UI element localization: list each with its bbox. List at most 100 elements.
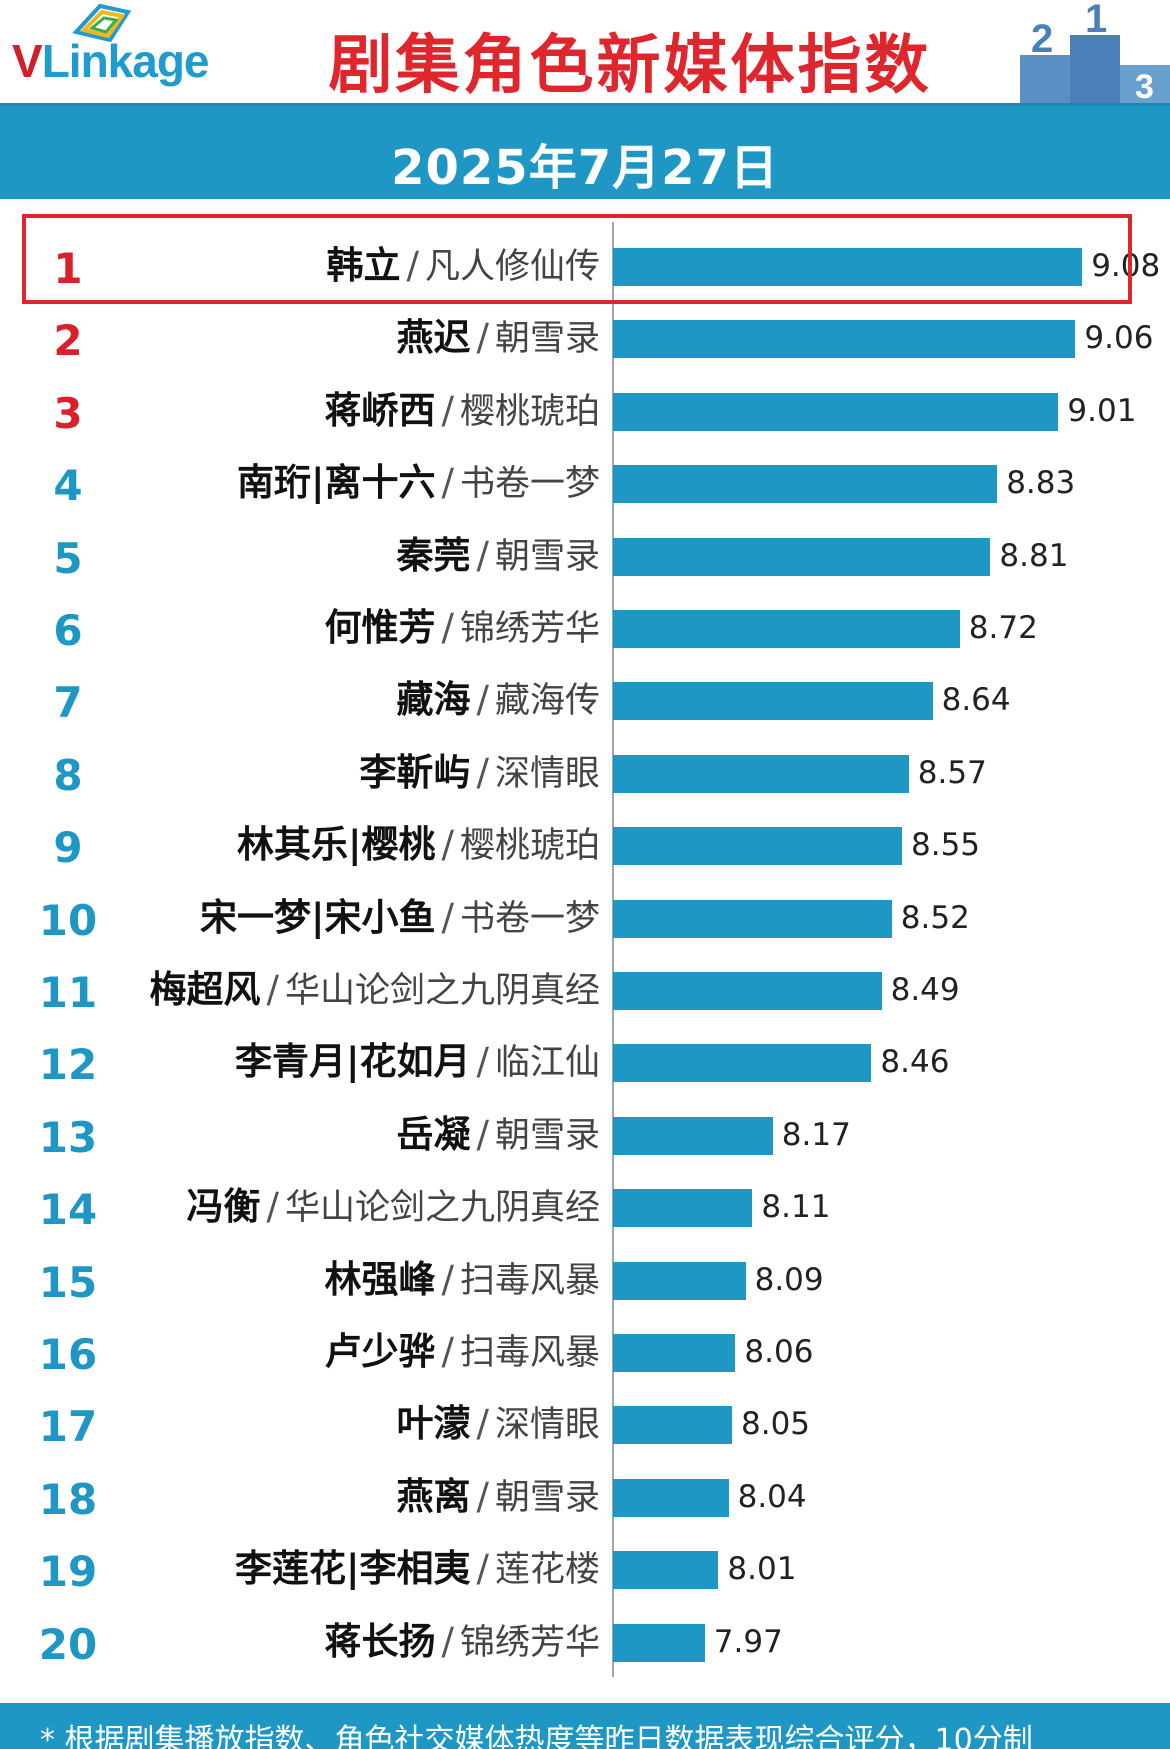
drama-title: 朝雪录 (494, 536, 600, 577)
vlinkage-logo: VLinkage (12, 3, 262, 90)
rank-number: 1 (53, 244, 83, 293)
rank-number: 15 (38, 1257, 98, 1307)
score-value: 9.01 (1067, 392, 1137, 429)
drama-title: 朝雪录 (494, 1477, 600, 1518)
drama-title: 藏海传 (494, 681, 600, 722)
character-name: 蒋长扬 (324, 1619, 436, 1663)
score-value: 8.72 (968, 610, 1038, 646)
label-separator: / (476, 1474, 489, 1518)
score-bar (613, 1116, 773, 1155)
character-name: 燕迟 (396, 316, 471, 360)
character-name: 燕离 (396, 1474, 471, 1518)
score-bar (613, 1478, 729, 1517)
score-bar (613, 320, 1076, 359)
score-bar (613, 610, 960, 648)
score-value: 9.06 (1084, 320, 1154, 357)
drama-title: 深情眼 (494, 753, 600, 794)
logo-text: VLinkage (12, 34, 210, 88)
label-separator: / (266, 968, 279, 1011)
podium-icon: 2 1 3 (1020, 0, 1170, 103)
rank-number: 16 (38, 1330, 98, 1379)
rank-number: 12 (38, 1040, 98, 1090)
row-label: 宋一梦|宋小鱼 / 书卷一梦 (200, 899, 600, 937)
row-label: 李莲花|李相夷 / 莲花楼 (235, 1550, 600, 1588)
score-value: 8.64 (941, 682, 1011, 719)
rank-number: 10 (38, 895, 98, 945)
drama-title: 莲花楼 (494, 1550, 600, 1591)
score-value: 8.01 (727, 1551, 797, 1588)
drama-title: 扫毒风暴 (459, 1333, 600, 1373)
drama-title: 书卷一梦 (459, 898, 600, 939)
row-label: 燕迟 / 朝雪录 (397, 319, 600, 357)
rank-number: 13 (38, 1112, 98, 1162)
character-name: 梅超风 (149, 968, 261, 1011)
label-separator: / (476, 1112, 489, 1156)
rank-number: 8 (53, 750, 83, 800)
character-name: 藏海 (396, 678, 471, 722)
row-label: 藏海 / 藏海传 (397, 681, 600, 719)
label-separator: / (441, 1330, 454, 1373)
label-separator: / (441, 606, 454, 649)
rank-number: 11 (38, 968, 98, 1017)
highlight-box (22, 214, 1132, 304)
drama-title: 临江仙 (494, 1043, 600, 1084)
score-value: 8.83 (1006, 465, 1076, 502)
label-separator: / (441, 895, 454, 939)
chart-axis-line (612, 222, 614, 1677)
character-name: 冯衡 (186, 1185, 261, 1229)
page-title: 剧集角色新媒体指数 (328, 29, 932, 103)
character-name: 李靳屿 (359, 750, 471, 794)
score-value: 8.04 (737, 1478, 807, 1515)
score-bar (613, 1551, 719, 1590)
character-name: 秦莞 (396, 533, 471, 577)
score-bar (613, 1406, 732, 1445)
score-bar (613, 537, 991, 576)
score-bar (613, 972, 882, 1010)
label-separator: / (476, 533, 489, 577)
footer-note: * 根据剧集播放指数、角色社交媒体热度等昨日数据表现综合评分，10分制 (40, 1723, 1033, 1749)
rank-number: 5 (53, 533, 83, 583)
score-value: 8.49 (890, 972, 960, 1008)
score-bar (613, 899, 892, 938)
label-separator: / (441, 1619, 454, 1663)
row-label: 岳凝 / 朝雪录 (397, 1116, 600, 1154)
row-label: 何惟芳 / 锦绣芳华 (325, 609, 600, 647)
score-bar (613, 1044, 872, 1083)
score-bar (613, 754, 909, 793)
drama-title: 锦绣芳华 (459, 1622, 600, 1663)
logo-letter-v: V (12, 35, 43, 87)
character-name: 李莲花|李相夷 (235, 1547, 471, 1591)
rank-number: 19 (38, 1547, 98, 1597)
label-separator: / (441, 388, 454, 432)
label-separator: / (406, 244, 419, 287)
drama-title: 深情眼 (494, 1405, 600, 1446)
podium-digit-1: 1 (1085, 0, 1107, 41)
drama-title: 扫毒风暴 (459, 1260, 600, 1301)
score-bar (613, 465, 998, 504)
row-label: 林其乐|樱桃 / 樱桃琥珀 (237, 826, 600, 864)
character-name: 林强峰 (324, 1257, 436, 1301)
row-label: 蒋长扬 / 锦绣芳华 (325, 1623, 600, 1661)
row-label: 南珩|离十六 / 书卷一梦 (237, 464, 600, 502)
score-value: 7.97 (713, 1623, 783, 1660)
row-label: 燕离 / 朝雪录 (397, 1478, 600, 1516)
score-value: 8.11 (761, 1189, 831, 1226)
character-name: 宋一梦|宋小鱼 (200, 895, 436, 939)
rank-number: 17 (38, 1402, 98, 1452)
drama-title: 凡人修仙传 (424, 247, 600, 287)
rank-number: 3 (53, 388, 83, 438)
character-name: 岳凝 (396, 1112, 471, 1156)
score-bar (613, 392, 1059, 431)
character-name: 南珩|离十六 (237, 461, 436, 505)
drama-title: 书卷一梦 (459, 464, 600, 505)
character-name: 李青月|花如月 (235, 1040, 471, 1084)
character-name: 卢少骅 (324, 1330, 436, 1373)
score-bar (613, 1261, 746, 1300)
podium-digit-2: 2 (1031, 17, 1053, 61)
score-value: 8.09 (754, 1261, 824, 1298)
score-value: 8.05 (741, 1406, 811, 1443)
drama-title: 华山论剑之九阴真经 (284, 1188, 600, 1229)
rank-number: 20 (38, 1619, 98, 1669)
rank-number: 7 (53, 678, 83, 728)
